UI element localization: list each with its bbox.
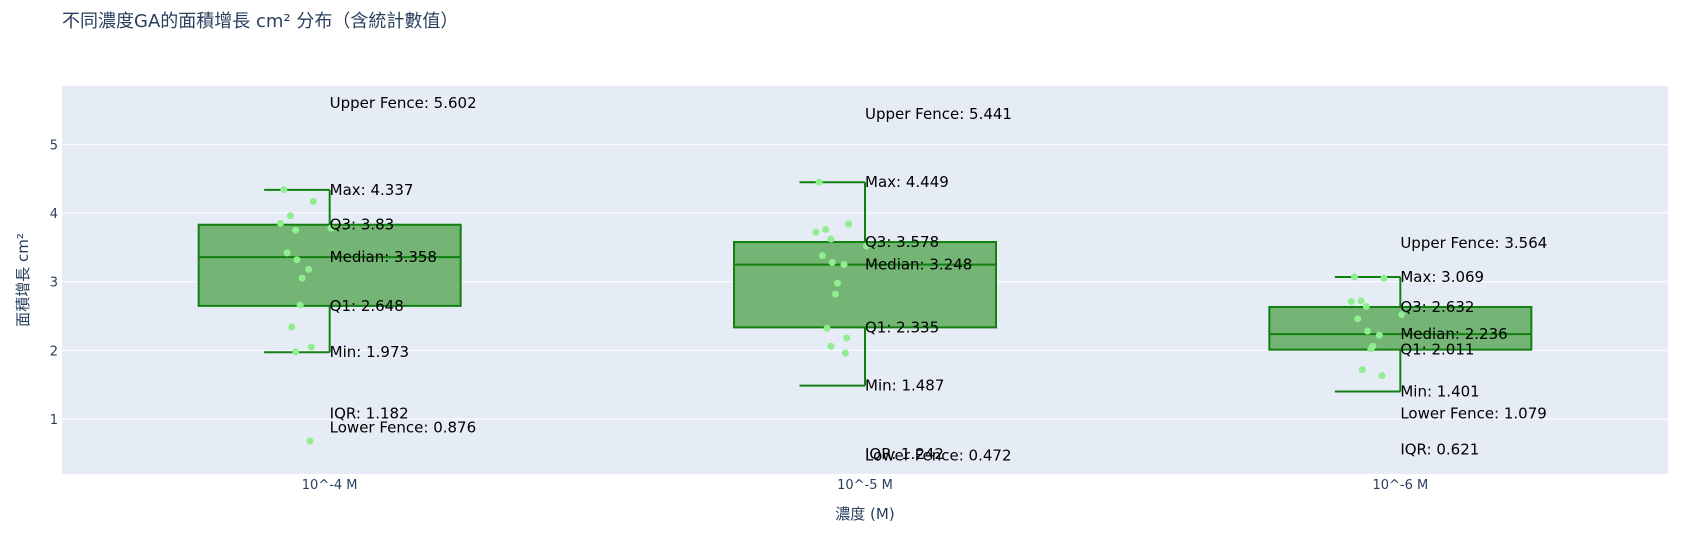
data-points [277,178,1406,445]
annotation-median: Median: 2.236 [1400,325,1507,343]
data-point [286,212,294,220]
data-point [292,226,300,234]
annotation-min: Min: 1.973 [330,343,409,361]
data-point [1362,302,1370,310]
data-point [827,235,835,243]
annotation-iqr: IQR: 1.242 [865,445,944,463]
data-point [280,186,288,194]
annotation-upper-fence: Upper Fence: 5.602 [330,94,477,112]
y-tick-label: 4 [50,207,58,222]
annotation-q3: Q3: 3.83 [330,216,395,234]
data-point [277,219,285,227]
data-point [1347,298,1355,306]
data-point [1375,331,1383,339]
data-point [862,242,870,250]
annotation-upper-fence: Upper Fence: 5.441 [865,105,1012,123]
data-point [833,279,841,287]
y-tick-label: 5 [50,138,58,153]
x-axis-ticks: 10^-4 M 10^-5 M 10^-6 M [302,478,1428,493]
annotation-max: Max: 4.449 [865,173,949,191]
annotation-q1: Q1: 2.648 [330,297,404,315]
annotation-q3: Q3: 3.578 [865,233,939,251]
annotation-max: Max: 3.069 [1400,268,1484,286]
y-tick-label: 2 [50,344,58,359]
chart-title: 不同濃度GA的面積增長 cm² 分布（含統計數值） [62,11,458,32]
data-point [1350,273,1358,281]
data-point [305,265,313,273]
annotation-lower-fence: Lower Fence: 1.079 [1400,405,1546,423]
data-point [1380,274,1388,282]
data-point [288,323,296,331]
data-point [1357,297,1365,305]
x-tick-label: 10^-4 M [302,478,358,493]
data-point [822,226,830,234]
boxes [197,181,1533,393]
annotation-lower-fence: Lower Fence: 0.876 [330,419,476,437]
annotation-lower-fence: Lower Fence: 0.472 [865,446,1011,464]
data-point [307,343,315,351]
data-point [843,334,851,342]
y-tick-label: 1 [50,413,58,428]
annotation-median: Median: 3.358 [330,248,437,266]
data-point [815,178,823,186]
data-point [1367,345,1375,353]
data-point [1378,372,1386,380]
annotation-min: Min: 1.487 [865,377,944,395]
data-point [841,349,849,357]
data-point [1398,311,1406,319]
data-point [823,324,831,332]
annotation-max: Max: 4.337 [330,181,414,199]
data-point [293,256,301,264]
annotation-upper-fence: Upper Fence: 3.564 [1400,234,1547,252]
annotation-q1: Q1: 2.335 [865,318,939,336]
data-point [828,258,836,266]
box-0 [197,223,462,307]
annotation-iqr: IQR: 0.621 [1400,441,1479,459]
y-axis-ticks: 1 2 3 4 5 [50,138,58,428]
stat-annotations: Upper Fence: 5.602 Max: 4.337 Q3: 3.83 Medi… [330,94,1548,464]
annotation-median: Median: 3.248 [865,256,972,274]
data-point [832,290,840,298]
data-point [812,228,820,236]
data-point [845,220,853,228]
data-point [306,437,314,445]
annotation-q3: Q3: 2.632 [1400,298,1474,316]
data-point [1354,315,1362,323]
data-point [292,348,300,356]
data-point [1364,327,1372,335]
data-point [840,261,848,269]
y-axis-title: 面積增長 cm² [14,233,32,327]
data-point [1358,366,1366,374]
data-point [827,342,835,350]
data-point [327,224,335,232]
x-axis-title: 濃度 (M) [835,505,894,523]
data-point [296,301,304,309]
annotation-iqr: IQR: 1.182 [330,405,409,423]
data-point [283,249,291,257]
annotation-q1: Q1: 2.011 [1400,341,1474,359]
y-tick-label: 3 [50,276,58,291]
x-tick-label: 10^-5 M [837,478,893,493]
x-tick-label: 10^-6 M [1372,478,1428,493]
data-point [309,197,317,205]
data-point [818,252,826,260]
data-point [298,274,306,282]
annotation-min: Min: 1.401 [1400,383,1479,401]
